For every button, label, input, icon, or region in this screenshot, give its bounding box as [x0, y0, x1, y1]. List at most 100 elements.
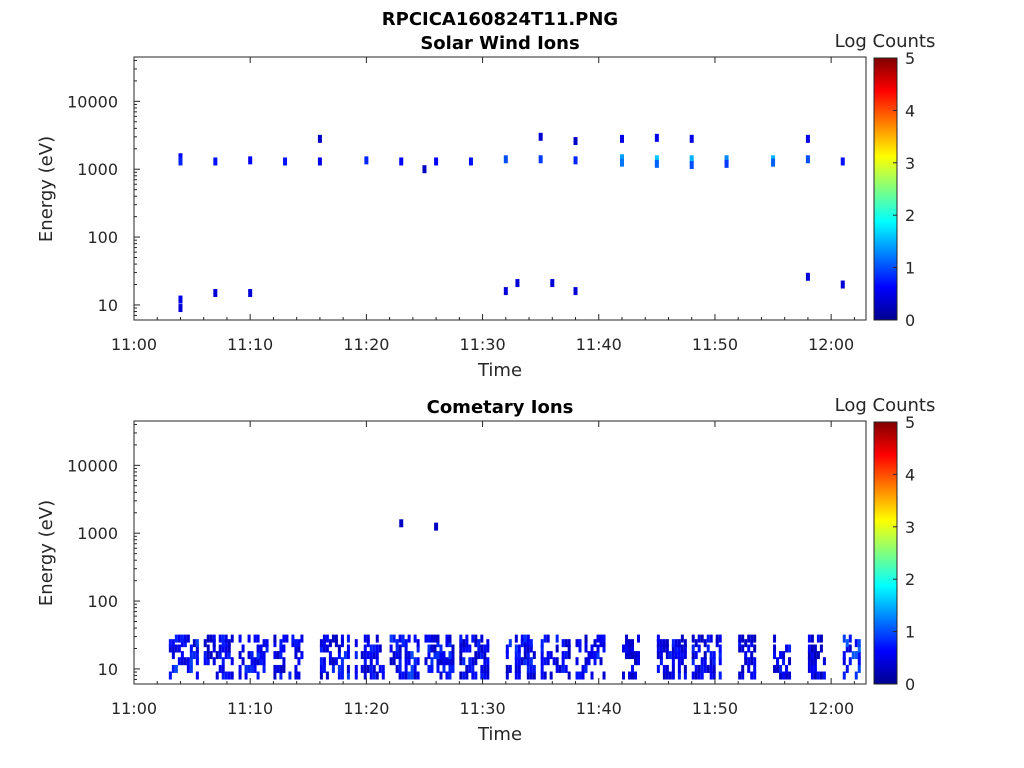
heatmap-cell — [434, 522, 439, 531]
heatmap-cell — [634, 657, 637, 666]
heatmap-cell — [703, 657, 707, 666]
heatmap-cell — [407, 634, 411, 643]
heatmap-cell — [668, 671, 672, 680]
heatmap-cell — [779, 671, 783, 680]
heatmap-cell — [567, 671, 571, 680]
heatmap-cell — [471, 634, 475, 643]
heatmap-cell — [503, 287, 508, 296]
heatmap-cell — [561, 639, 565, 648]
heatmap-cell — [250, 651, 254, 660]
heatmap-cell — [416, 671, 420, 680]
heatmap-cell — [567, 644, 571, 653]
heatmap-cell — [805, 272, 810, 281]
heatmap-cell — [659, 657, 663, 666]
heatmap-cell — [168, 639, 172, 648]
heatmap-cell — [177, 644, 181, 653]
heatmap-cell — [468, 657, 472, 666]
heatmap-cell — [625, 639, 628, 648]
heatmap-cell — [392, 634, 396, 643]
heatmap-cell — [224, 634, 228, 643]
heatmap-cell — [410, 671, 414, 680]
heatmap-cell — [680, 657, 684, 666]
heatmap-cell — [590, 671, 594, 680]
heatmap-cell — [442, 664, 446, 673]
heatmap-cell — [224, 639, 228, 648]
colorbar-tick-label: 2 — [905, 570, 915, 589]
heatmap-cell — [508, 664, 512, 673]
heatmap-cell — [599, 657, 603, 666]
heatmap-cell — [505, 664, 509, 673]
heatmap-cell — [671, 651, 675, 660]
heatmap-cell — [366, 664, 370, 673]
heatmap-cell — [694, 639, 698, 648]
heatmap-cell — [247, 634, 251, 643]
heatmap-cell — [171, 644, 175, 653]
heatmap-cell — [262, 639, 266, 648]
heatmap-cell — [671, 657, 675, 666]
heatmap-cell — [744, 651, 748, 660]
heatmap-cell — [346, 644, 350, 653]
heatmap-cell — [573, 156, 578, 165]
heatmap-cell — [840, 280, 845, 289]
heatmap-cell — [465, 664, 469, 673]
heatmap-cell — [212, 634, 216, 643]
x-tick-label: 12:00 — [808, 699, 854, 718]
heatmap-cell — [631, 639, 634, 648]
heatmap-cell — [529, 657, 533, 666]
heatmap-cell — [543, 657, 547, 666]
heatmap-cell — [486, 657, 490, 666]
heatmap-cell — [445, 634, 449, 643]
heatmap-cell — [427, 634, 431, 643]
heatmap-cell — [665, 664, 669, 673]
heatmap-cell — [773, 634, 777, 643]
heatmap-cell — [854, 651, 858, 660]
heatmap-cell — [807, 634, 811, 643]
heatmap-cell — [474, 651, 478, 660]
heatmap-cell — [523, 657, 527, 666]
heatmap-cell — [178, 295, 183, 304]
heatmap-cell — [637, 657, 640, 666]
heatmap-cell — [620, 158, 624, 167]
heatmap-cell — [747, 634, 751, 643]
heatmap-cell — [631, 644, 634, 653]
heatmap-cell — [462, 671, 466, 680]
heatmap-cell — [677, 664, 681, 673]
heatmap-cell — [395, 664, 399, 673]
heatmap-cell — [209, 651, 213, 660]
solar-wind-plot-area — [133, 56, 867, 321]
heatmap-cell — [328, 651, 332, 660]
heatmap-cell — [813, 671, 817, 680]
heatmap-cell — [546, 651, 550, 660]
heatmap-cell — [662, 639, 666, 648]
heatmap-cell — [517, 657, 521, 666]
heatmap-cell — [602, 671, 606, 680]
heatmap-cell — [244, 664, 248, 673]
heatmap-cell — [750, 651, 754, 660]
y-tick-label: 100 — [87, 228, 118, 247]
heatmap-cell — [810, 664, 814, 673]
heatmap-cell — [584, 664, 588, 673]
heatmap-cell — [656, 664, 660, 673]
heatmap-cell — [567, 651, 571, 660]
heatmap-cell — [465, 644, 469, 653]
heatmap-cell — [230, 657, 234, 666]
heatmap-cell — [451, 644, 455, 653]
heatmap-cell — [203, 651, 207, 660]
heatmap-cell — [224, 644, 228, 653]
heatmap-cell — [741, 671, 745, 680]
heatmap-cell — [282, 644, 286, 653]
heatmap-cell — [816, 634, 820, 643]
heatmap-cell — [212, 657, 216, 666]
heatmap-cell — [526, 664, 530, 673]
heatmap-cell — [486, 671, 490, 680]
heatmap-cell — [291, 634, 295, 643]
heatmap-cell — [398, 634, 402, 643]
heatmap-cell — [750, 634, 754, 643]
heatmap-cell — [215, 671, 219, 680]
heatmap-cell — [573, 137, 578, 146]
heatmap-cell — [683, 664, 687, 673]
heatmap-cell — [593, 657, 597, 666]
heatmap-cell — [427, 651, 431, 660]
heatmap-cell — [486, 644, 490, 653]
